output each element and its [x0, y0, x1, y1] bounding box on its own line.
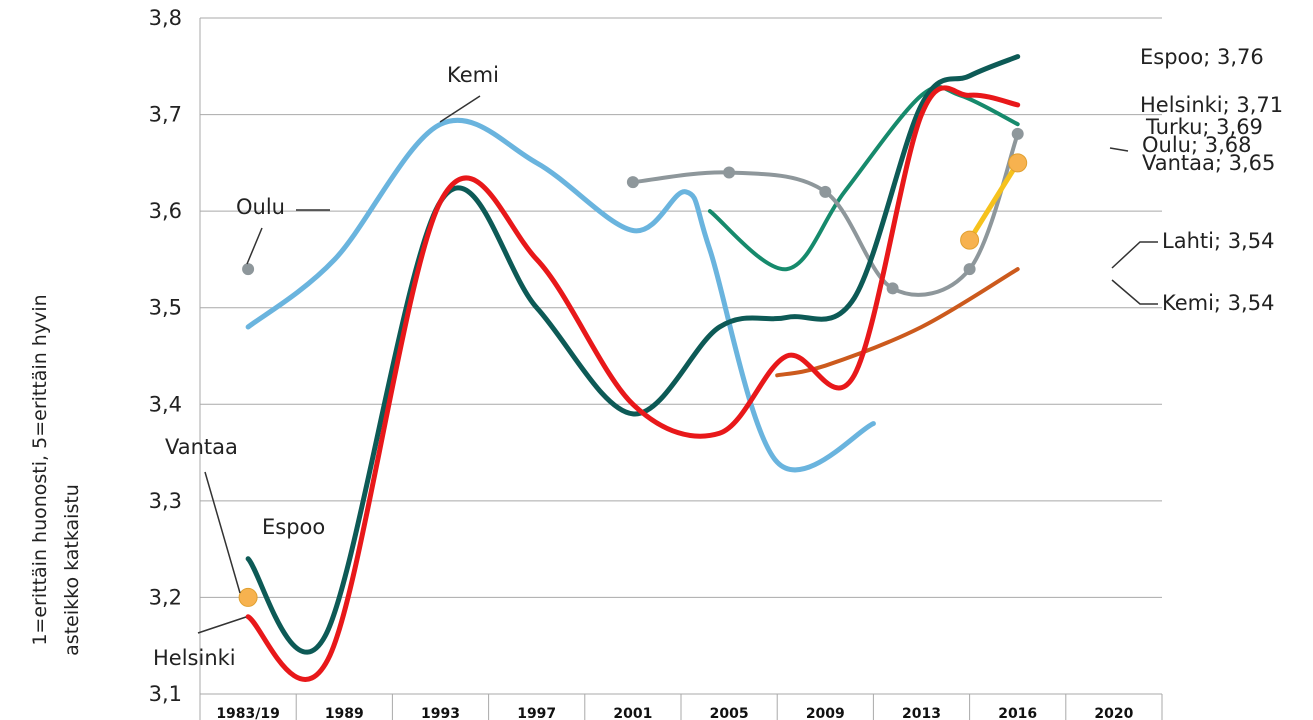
series-lines [238, 54, 1028, 682]
leader-line [1111, 241, 1158, 269]
leader-line [1111, 279, 1158, 305]
x-tick-label: 2009 [806, 706, 845, 720]
data-point-vantaa [238, 587, 258, 607]
data-point-vantaa [960, 230, 980, 250]
annotation-label: Kemi; 3,54 [1162, 291, 1274, 315]
series-line-vantaa [967, 160, 1021, 243]
annotation-leaders [197, 95, 1158, 634]
y-tick-label: 3,6 [149, 199, 182, 223]
y-tick-label: 3,4 [149, 392, 182, 416]
y-axis-label-line: asteikko katkaistu [61, 484, 83, 656]
x-tick-label: 1989 [325, 706, 364, 720]
data-point-oulu [1011, 127, 1024, 140]
annotation-label: Oulu; 3,68 [1142, 133, 1252, 157]
y-tick-label: 3,2 [149, 585, 182, 609]
annotation-label: Espoo [262, 515, 325, 539]
y-tick-label: 3,3 [149, 489, 182, 513]
x-tick-label: 1997 [517, 706, 556, 720]
annotation-label: Helsinki; 3,71 [1140, 93, 1283, 117]
series-line-espoo [245, 54, 1021, 655]
series-line-kemi [245, 117, 876, 473]
grid-lines [199, 17, 1163, 720]
leader-line [204, 471, 241, 594]
leader-line [246, 227, 263, 265]
y-tick-labels: 3,1 3,2 3,3 3,4 3,5 3,6 3,7 3,8 [149, 6, 182, 706]
y-tick-label: 3,7 [149, 103, 182, 127]
annotation-label: Turku; 3,69 [1145, 115, 1263, 139]
annotation-label: Lahti; 3,54 [1162, 229, 1274, 253]
data-point-oulu [886, 282, 899, 295]
annotation-label: Oulu [236, 195, 285, 219]
x-tick-label: 2020 [1094, 706, 1133, 720]
x-tick-label: 2005 [710, 706, 749, 720]
leader-line [1109, 147, 1129, 152]
data-point-vantaa [1008, 153, 1028, 173]
data-point-oulu [242, 263, 255, 276]
x-tick-label: 2001 [613, 706, 652, 720]
y-tick-label: 3,8 [149, 6, 182, 30]
x-tick-label: 2013 [902, 706, 941, 720]
y-tick-label: 3,1 [149, 682, 182, 706]
annotation-label: Vantaa [165, 435, 238, 459]
data-point-oulu [963, 263, 976, 276]
series-line-helsinki [245, 85, 1021, 682]
data-point-oulu [819, 185, 832, 198]
annotation-label: Kemi [447, 63, 499, 87]
leader-line [439, 95, 481, 123]
data-point-oulu [723, 166, 736, 179]
annotation-label: Helsinki [153, 646, 236, 670]
y-axis-label-line: 1=erittäin huonosti, 5=erittäin hyvin [29, 294, 51, 645]
series-line-lahti [775, 267, 1020, 378]
y-tick-label: 3,5 [149, 296, 182, 320]
annotation-label: Espoo; 3,76 [1140, 45, 1264, 69]
x-tick-labels: 1983/19 1989 1993 1997 2001 2005 2009 2013 2016 2… [216, 706, 1133, 720]
x-tick-label: 1993 [421, 706, 460, 720]
leader-line [197, 616, 247, 634]
x-tick-label: 1983/19 [216, 706, 280, 720]
annotation-label: Vantaa; 3,65 [1142, 151, 1275, 175]
y-axis-label: 1=erittäin huonosti, 5=erittäin hyvin ast… [29, 294, 83, 656]
x-tick-label: 2016 [998, 706, 1037, 720]
data-point-oulu [626, 176, 639, 189]
series-line-oulu [630, 131, 1020, 297]
